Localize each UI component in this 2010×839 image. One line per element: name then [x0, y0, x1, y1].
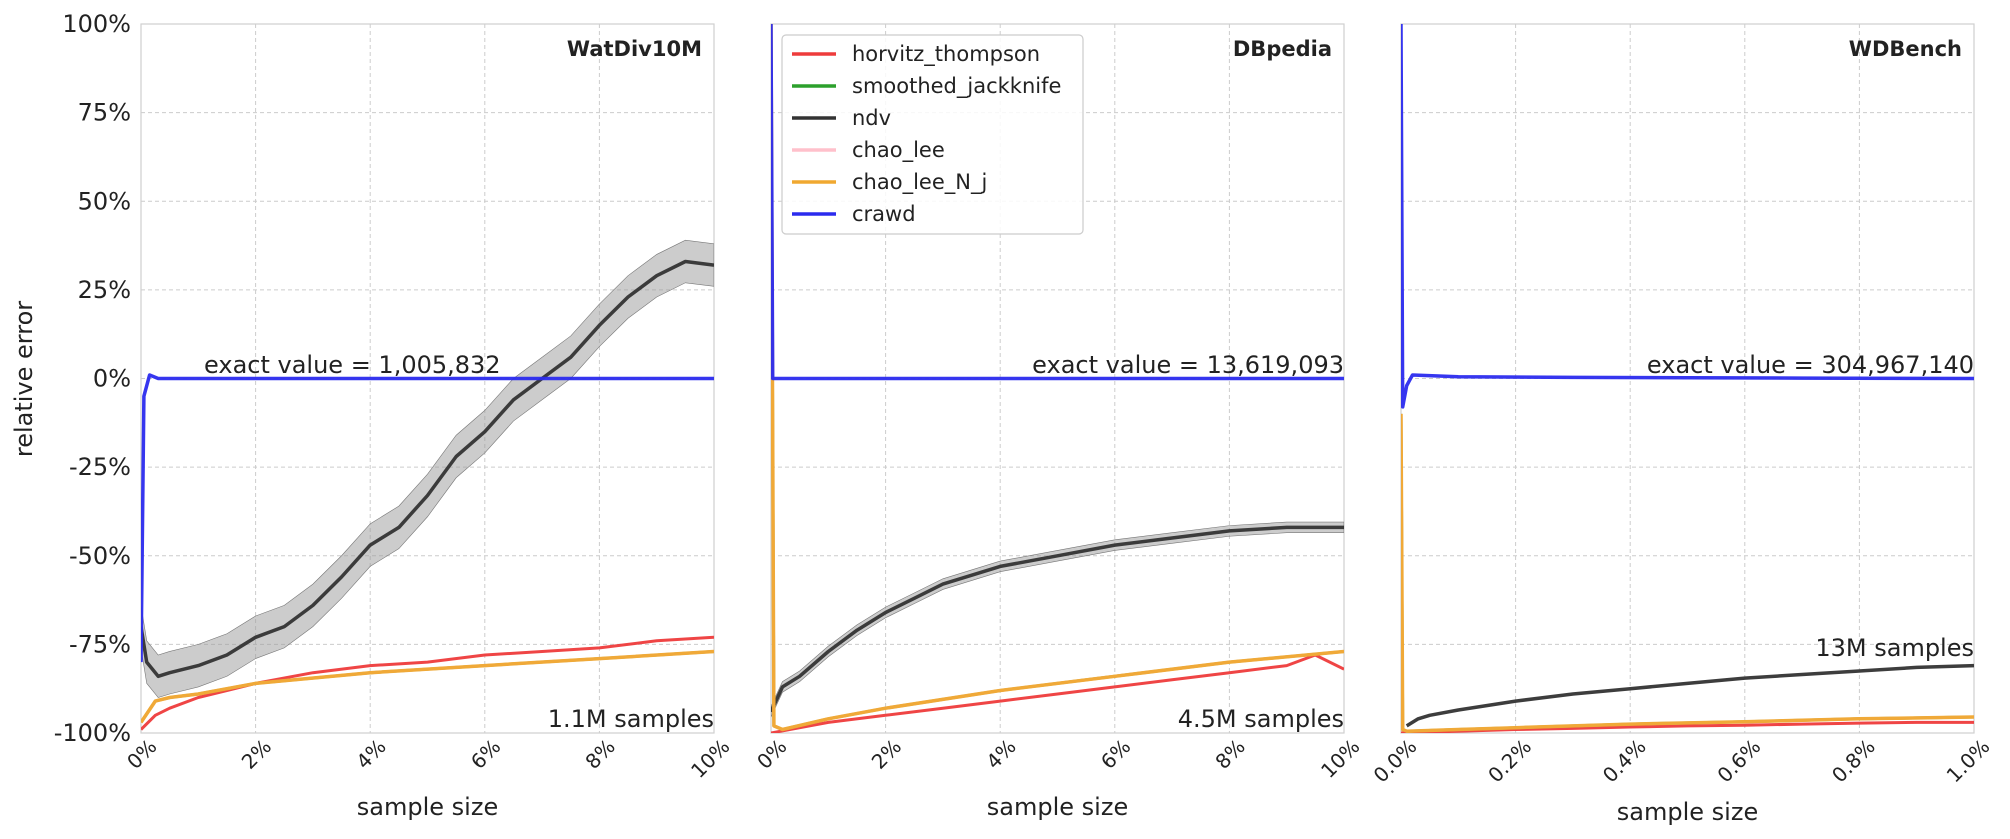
samples-annotation: 4.5M samples — [1178, 705, 1344, 733]
y-tick-label: 0% — [93, 365, 131, 393]
legend-label: chao_lee — [852, 138, 945, 163]
plot-area — [771, 24, 1344, 733]
y-tick-label: 50% — [78, 187, 131, 215]
x-tick-label: 8% — [1210, 734, 1249, 773]
series-line-horvitz-thompson — [771, 653, 1344, 733]
legend-label: crawd — [852, 202, 916, 226]
x-axis-label: sample size — [357, 793, 498, 821]
legend-label: horvitz_thompson — [852, 42, 1040, 67]
x-tick-label: 0.2% — [1483, 734, 1536, 787]
y-tick-label: -75% — [69, 630, 131, 658]
legend-item-crawd: crawd — [792, 202, 916, 226]
panel-wdbench: 0.0% 0.2% 0.4% 0.6% 0.8% 1.0% sample size WDBen… — [1369, 23, 1995, 826]
y-axis-label: relative error — [10, 301, 38, 457]
legend-item-smoothed-jackknife: smoothed_jackknife — [792, 74, 1061, 99]
panel-title: DBpedia — [1233, 37, 1332, 61]
x-tick-label: 0.8% — [1827, 734, 1880, 787]
confidence-band-ndv — [771, 521, 1344, 718]
x-tick-label: 1.0% — [1942, 734, 1995, 787]
series-line-horvitz-thompson — [1401, 720, 1974, 733]
y-tick-label: -50% — [69, 542, 131, 570]
legend-box — [781, 34, 1084, 235]
plot-area — [1401, 24, 1974, 733]
x-tick-label: 8% — [580, 734, 619, 773]
series-line-ndv — [1405, 663, 1974, 728]
samples-annotation: 1.1M samples — [548, 705, 714, 733]
panel-watdiv10m: -100%-75%-50%-25%0%25%50%75%100%0% 2% 4% 6%… — [54, 10, 735, 821]
x-tick-label: 6% — [1096, 734, 1135, 773]
series-line-crawd — [1401, 24, 1974, 409]
legend-item-chao-lee-n-j: chao_lee_N_j — [792, 170, 987, 195]
y-tick-label: 75% — [78, 99, 131, 127]
legend-label: ndv — [852, 106, 891, 130]
x-tick-label: 0.6% — [1712, 734, 1765, 787]
exact-value-annotation: exact value = 1,005,832 — [204, 351, 501, 379]
panel-title: WDBench — [1849, 37, 1962, 61]
legend-item-ndv: ndv — [792, 106, 891, 130]
x-axis-label: sample size — [1617, 798, 1758, 826]
x-tick-label: 4% — [351, 734, 390, 773]
exact-value-annotation: exact value = 304,967,140 — [1647, 351, 1974, 379]
legend-item-chao-lee: chao_lee — [792, 138, 945, 163]
confidence-band-ndv — [141, 239, 714, 698]
y-tick-label: -100% — [54, 719, 131, 747]
y-tick-label: 25% — [78, 276, 131, 304]
legend-label: chao_lee_N_j — [852, 170, 987, 195]
series-line-crawd — [771, 24, 1344, 381]
series-line-horvitz-thompson — [141, 635, 714, 731]
series-line-ndv — [141, 259, 714, 679]
x-tick-label: 6% — [466, 734, 505, 773]
exact-value-annotation: exact value = 13,619,093 — [1032, 351, 1344, 379]
y-tick-label: 100% — [62, 10, 131, 38]
samples-annotation: 13M samples — [1815, 634, 1974, 662]
legend-item-horvitz-thompson: horvitz_thompson — [792, 42, 1040, 67]
y-tick-label: -25% — [69, 453, 131, 481]
x-tick-label: 0% — [752, 734, 791, 773]
x-tick-label: 10% — [1316, 734, 1364, 782]
plot-area — [141, 239, 714, 731]
x-tick-label: 2% — [867, 734, 906, 773]
series-line-chao-lee-n-j — [141, 649, 714, 724]
legend-label: smoothed_jackknife — [852, 74, 1061, 99]
x-tick-label: 4% — [981, 734, 1020, 773]
series-line-crawd — [141, 373, 714, 663]
x-tick-label: 10% — [686, 734, 734, 782]
series-line-chao-lee-n-j — [1401, 413, 1974, 733]
series-line-chao-lee-n-j — [771, 24, 1344, 732]
x-axis-label: sample size — [987, 793, 1128, 821]
x-tick-label: 0.4% — [1598, 734, 1651, 787]
panel-title: WatDiv10M — [567, 37, 702, 61]
x-tick-label: 0.0% — [1369, 734, 1422, 787]
series-line-ndv — [771, 525, 1344, 713]
x-tick-label: 2% — [237, 734, 276, 773]
